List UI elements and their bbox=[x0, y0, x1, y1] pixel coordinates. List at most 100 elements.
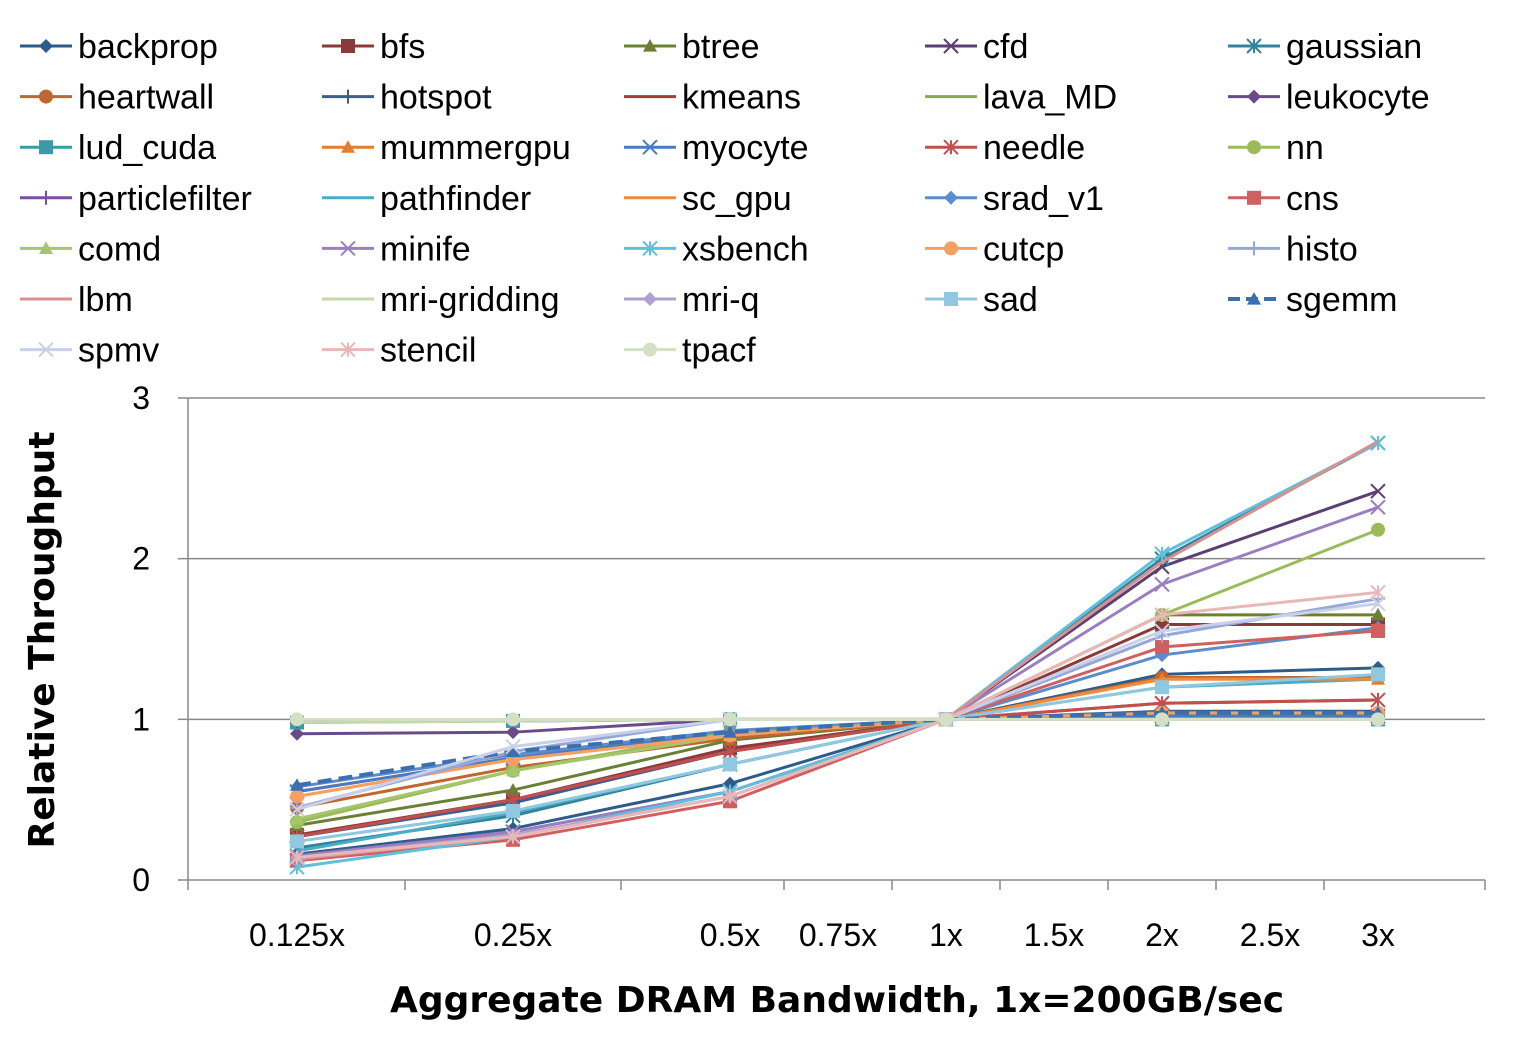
data-point bbox=[643, 342, 657, 357]
x-tick-label: 0.5x bbox=[700, 917, 760, 953]
series-line bbox=[296, 440, 1379, 861]
series-sad bbox=[290, 667, 1385, 849]
legend-item: mummergpu bbox=[322, 129, 571, 167]
series-gaussian bbox=[289, 435, 1386, 856]
legend-label: backprop bbox=[78, 28, 218, 66]
legend-label: sgemm bbox=[1286, 281, 1397, 319]
data-point bbox=[939, 712, 953, 727]
legend-label: nn bbox=[1286, 129, 1324, 167]
y-axis-tick-labels: 0 1 2 3 bbox=[132, 380, 150, 898]
data-point bbox=[643, 39, 657, 52]
legend-item: gaussian bbox=[1228, 28, 1422, 66]
legend-label: cfd bbox=[983, 28, 1028, 66]
data-point bbox=[341, 89, 355, 104]
data-point bbox=[506, 725, 520, 740]
x-tick-label: 3x bbox=[1361, 917, 1395, 953]
data-point bbox=[1370, 483, 1386, 499]
data-point bbox=[1371, 712, 1385, 727]
data-point bbox=[1370, 692, 1386, 708]
legend-item: comd bbox=[20, 230, 161, 268]
data-point bbox=[1247, 89, 1261, 104]
data-point bbox=[39, 190, 53, 205]
legend-label: btree bbox=[682, 28, 760, 66]
legend-label: lud_cuda bbox=[78, 129, 216, 167]
legend-item: bfs bbox=[322, 28, 425, 66]
y-tick-label: 1 bbox=[132, 701, 150, 737]
legend: backprop bfs btree cfd gaussian heartwall hots… bbox=[20, 28, 1430, 370]
legend-item: myocyte bbox=[624, 129, 809, 167]
data-point bbox=[290, 778, 304, 791]
series-line bbox=[296, 590, 1379, 859]
legend-label: mri-gridding bbox=[380, 281, 560, 319]
series-line bbox=[296, 441, 1379, 869]
legend-item: kmeans bbox=[624, 79, 801, 117]
axes bbox=[178, 397, 1486, 890]
data-point bbox=[289, 849, 305, 866]
legend-label: lava_MD bbox=[983, 79, 1117, 117]
series-line bbox=[296, 672, 1379, 843]
legend-label: cns bbox=[1286, 180, 1339, 218]
data-point bbox=[643, 292, 657, 306]
data-point bbox=[944, 292, 958, 306]
legend-item: histo bbox=[1228, 230, 1358, 268]
data-point bbox=[1371, 623, 1385, 638]
series-line bbox=[296, 505, 1379, 858]
legend-item: lava_MD bbox=[925, 79, 1117, 117]
data-point bbox=[1246, 38, 1262, 54]
legend-item: btree bbox=[624, 28, 760, 66]
data-point bbox=[341, 39, 355, 53]
legend-item: cns bbox=[1228, 180, 1339, 218]
data-point bbox=[1155, 680, 1169, 695]
data-point bbox=[944, 241, 958, 256]
data-point bbox=[39, 89, 53, 104]
legend-item: tpacf bbox=[624, 332, 756, 370]
x-tick-label: 2.5x bbox=[1240, 917, 1300, 953]
data-point bbox=[340, 341, 356, 358]
data-point bbox=[39, 241, 53, 254]
legend-item: particlefilter bbox=[20, 180, 252, 218]
legend-item: heartwall bbox=[20, 79, 214, 117]
legend-item: cfd bbox=[925, 28, 1028, 66]
legend-item: sgemm bbox=[1228, 281, 1397, 319]
data-point bbox=[1155, 640, 1169, 655]
data-point bbox=[1371, 667, 1385, 682]
x-tick-label: 1x bbox=[929, 917, 963, 953]
legend-label: histo bbox=[1286, 230, 1358, 268]
legend-label: leukocyte bbox=[1286, 79, 1430, 117]
legend-item: mri-q bbox=[624, 281, 759, 319]
data-point bbox=[506, 712, 520, 727]
data-point bbox=[289, 801, 305, 818]
data-point bbox=[1370, 499, 1386, 515]
x-axis-title: Aggregate DRAM Bandwidth, 1x=200GB/sec bbox=[390, 980, 1284, 1021]
y-tick-label: 3 bbox=[132, 380, 150, 416]
legend-item: cutcp bbox=[925, 230, 1064, 268]
data-point bbox=[642, 139, 658, 155]
x-tick-label: 1.5x bbox=[1024, 917, 1084, 953]
legend-label: particlefilter bbox=[78, 180, 252, 218]
legend-item: lud_cuda bbox=[20, 129, 216, 167]
data-point bbox=[290, 789, 304, 804]
data-point bbox=[290, 811, 304, 825]
legend-item: srad_v1 bbox=[925, 180, 1104, 218]
data-point bbox=[642, 240, 658, 257]
legend-label: xsbench bbox=[682, 230, 809, 268]
legend-item: nn bbox=[1228, 129, 1324, 167]
legend-label: srad_v1 bbox=[983, 180, 1104, 218]
legend-label: sc_gpu bbox=[682, 180, 792, 218]
legend-label: cutcp bbox=[983, 230, 1064, 268]
series-line bbox=[296, 489, 1379, 859]
legend-label: heartwall bbox=[78, 79, 214, 117]
data-point bbox=[1371, 522, 1385, 537]
legend-label: mummergpu bbox=[380, 129, 571, 167]
legend-label: mri-q bbox=[682, 281, 759, 319]
x-tick-label: 0.125x bbox=[249, 917, 345, 953]
legend-label: sad bbox=[983, 281, 1038, 319]
x-axis-tick-labels: 0.125x 0.25x 0.5x 0.75x 1x 1.5x 2x 2.5x 3x bbox=[249, 917, 1395, 953]
data-point bbox=[506, 763, 520, 777]
data-point bbox=[290, 834, 304, 849]
data-point bbox=[39, 140, 53, 155]
legend-label: kmeans bbox=[682, 79, 801, 117]
data-point bbox=[505, 738, 521, 755]
data-point bbox=[290, 712, 304, 727]
